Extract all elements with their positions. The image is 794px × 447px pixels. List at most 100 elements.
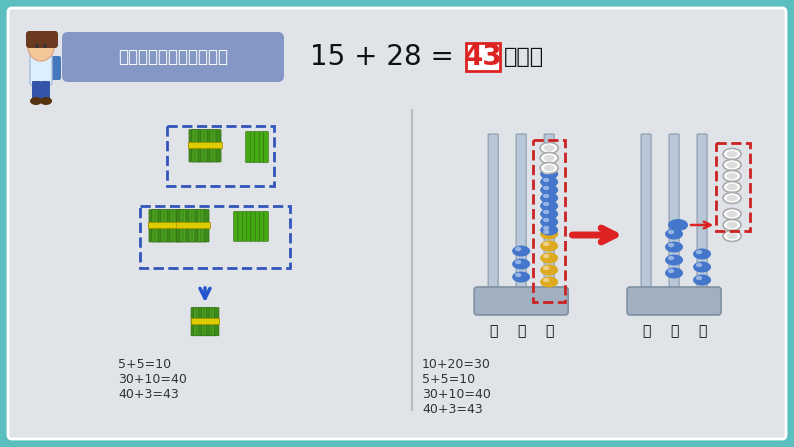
Ellipse shape — [515, 247, 522, 251]
FancyBboxPatch shape — [488, 134, 498, 291]
Ellipse shape — [540, 193, 558, 203]
Ellipse shape — [40, 97, 52, 105]
FancyBboxPatch shape — [233, 211, 238, 241]
Ellipse shape — [540, 163, 558, 173]
Bar — [188, 142, 222, 148]
Text: 40+3=43: 40+3=43 — [422, 403, 483, 416]
Bar — [167, 126, 274, 186]
Text: 40+3=43: 40+3=43 — [118, 388, 179, 401]
FancyBboxPatch shape — [198, 210, 203, 242]
Text: 5+5=10: 5+5=10 — [118, 358, 172, 371]
Ellipse shape — [540, 143, 558, 153]
FancyBboxPatch shape — [183, 210, 188, 242]
Ellipse shape — [727, 222, 738, 228]
FancyBboxPatch shape — [264, 131, 268, 163]
FancyBboxPatch shape — [191, 308, 195, 336]
Ellipse shape — [540, 185, 558, 195]
Ellipse shape — [540, 240, 558, 252]
Ellipse shape — [665, 267, 683, 278]
Bar — [466, 43, 500, 71]
FancyBboxPatch shape — [544, 134, 554, 291]
Text: 15 + 28 =: 15 + 28 = — [310, 43, 463, 71]
FancyBboxPatch shape — [209, 308, 214, 336]
Ellipse shape — [540, 152, 558, 164]
FancyBboxPatch shape — [177, 210, 182, 242]
Ellipse shape — [693, 261, 711, 273]
FancyBboxPatch shape — [192, 130, 197, 162]
FancyBboxPatch shape — [242, 211, 247, 241]
Ellipse shape — [43, 44, 47, 48]
Ellipse shape — [696, 250, 702, 254]
Ellipse shape — [723, 148, 741, 160]
Ellipse shape — [723, 219, 741, 231]
FancyBboxPatch shape — [204, 308, 209, 336]
FancyBboxPatch shape — [213, 130, 218, 162]
Ellipse shape — [540, 265, 558, 275]
FancyBboxPatch shape — [194, 308, 198, 336]
Ellipse shape — [727, 173, 738, 179]
FancyBboxPatch shape — [697, 134, 707, 291]
Ellipse shape — [723, 231, 741, 241]
Ellipse shape — [543, 242, 549, 246]
FancyBboxPatch shape — [195, 210, 200, 242]
FancyBboxPatch shape — [62, 32, 284, 82]
FancyBboxPatch shape — [155, 210, 160, 242]
FancyBboxPatch shape — [255, 211, 260, 241]
FancyBboxPatch shape — [201, 130, 206, 162]
FancyBboxPatch shape — [26, 31, 58, 48]
FancyBboxPatch shape — [189, 130, 194, 162]
Ellipse shape — [665, 254, 683, 266]
FancyBboxPatch shape — [216, 130, 221, 162]
FancyBboxPatch shape — [180, 210, 185, 242]
Bar — [140, 206, 290, 268]
Text: 30+10=40: 30+10=40 — [422, 388, 491, 401]
Text: （条）: （条） — [504, 47, 544, 67]
Ellipse shape — [540, 208, 558, 219]
FancyBboxPatch shape — [627, 287, 721, 315]
Ellipse shape — [543, 170, 549, 174]
FancyBboxPatch shape — [259, 131, 264, 163]
Bar — [108, 110, 776, 410]
Ellipse shape — [668, 219, 688, 231]
Bar — [191, 318, 219, 324]
Text: 43: 43 — [464, 43, 503, 71]
Ellipse shape — [723, 208, 741, 219]
FancyBboxPatch shape — [198, 130, 203, 162]
Ellipse shape — [727, 233, 738, 239]
Ellipse shape — [543, 230, 549, 234]
FancyBboxPatch shape — [186, 210, 191, 242]
Text: 十: 十 — [517, 324, 526, 338]
Ellipse shape — [540, 224, 558, 236]
FancyBboxPatch shape — [8, 8, 786, 439]
Text: 左边鱼缸里有多少只鱼？: 左边鱼缸里有多少只鱼？ — [118, 48, 228, 66]
Ellipse shape — [35, 44, 39, 48]
FancyBboxPatch shape — [170, 210, 175, 242]
FancyBboxPatch shape — [176, 210, 181, 242]
Ellipse shape — [540, 253, 558, 263]
Ellipse shape — [693, 274, 711, 286]
FancyBboxPatch shape — [158, 210, 163, 242]
FancyBboxPatch shape — [474, 287, 569, 315]
Ellipse shape — [723, 160, 741, 170]
FancyBboxPatch shape — [30, 53, 52, 85]
Ellipse shape — [544, 155, 554, 161]
FancyBboxPatch shape — [264, 211, 268, 241]
FancyBboxPatch shape — [192, 210, 197, 242]
FancyBboxPatch shape — [202, 308, 206, 336]
Text: 5+5=10: 5+5=10 — [422, 373, 475, 386]
Ellipse shape — [512, 258, 530, 270]
FancyBboxPatch shape — [195, 130, 200, 162]
FancyBboxPatch shape — [260, 211, 264, 241]
Ellipse shape — [543, 266, 549, 270]
FancyBboxPatch shape — [189, 210, 194, 242]
Ellipse shape — [665, 228, 683, 240]
FancyBboxPatch shape — [238, 211, 242, 241]
FancyBboxPatch shape — [161, 210, 166, 242]
Ellipse shape — [665, 241, 683, 253]
Ellipse shape — [540, 177, 558, 187]
Bar — [716, 143, 750, 231]
Ellipse shape — [693, 249, 711, 260]
Ellipse shape — [727, 195, 738, 201]
Ellipse shape — [543, 186, 549, 190]
Ellipse shape — [543, 210, 549, 214]
